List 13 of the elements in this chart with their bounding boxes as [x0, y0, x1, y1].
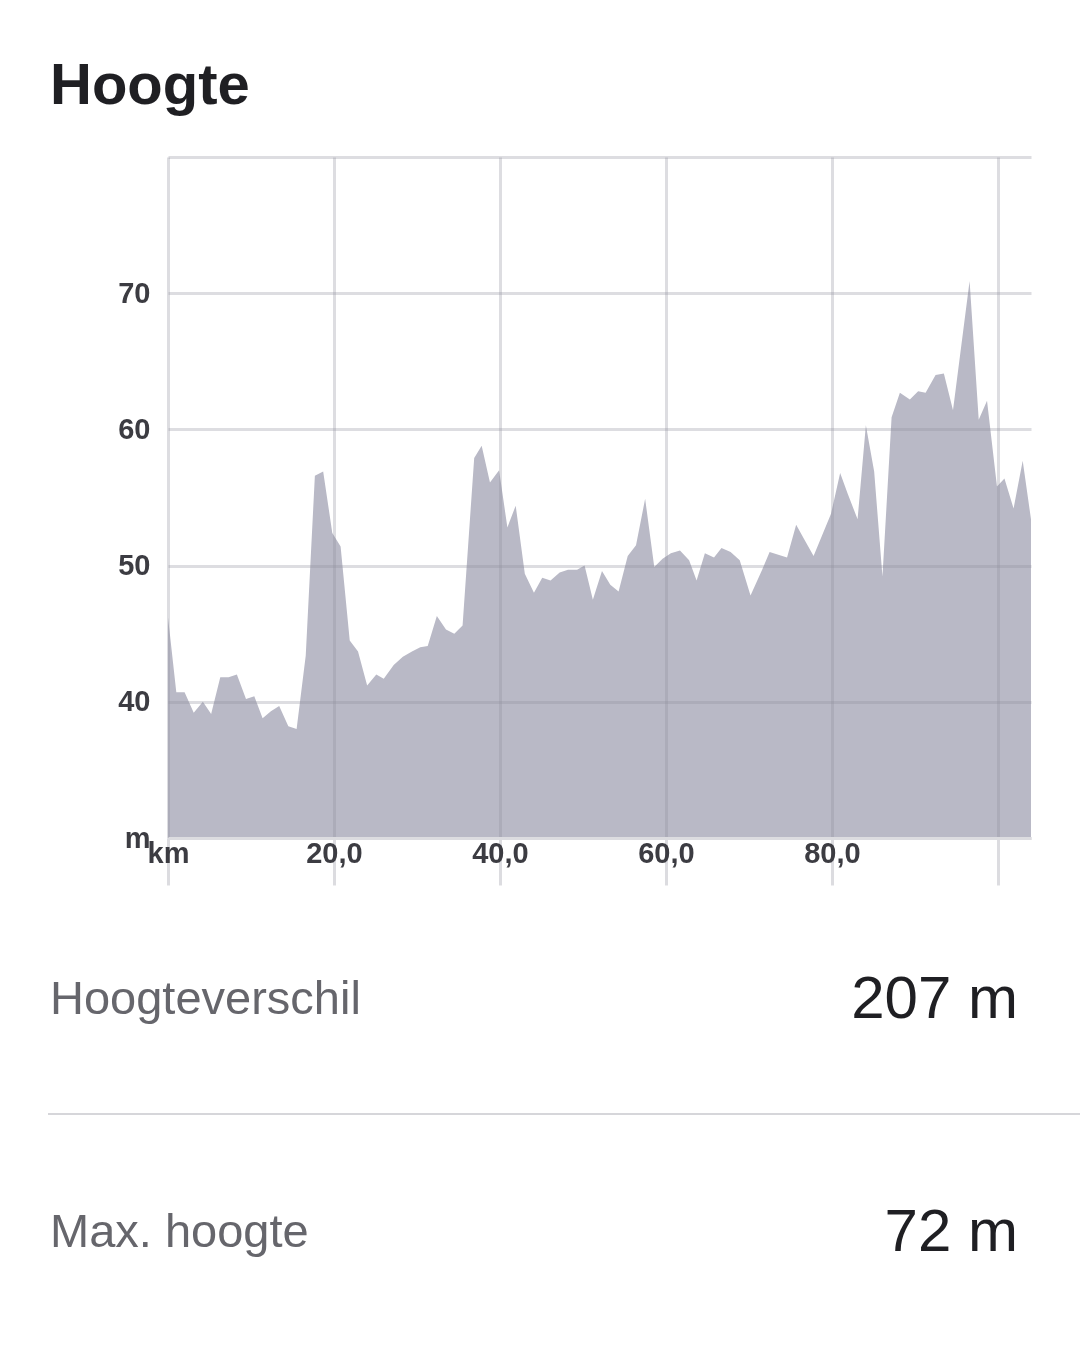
text: 207 m [851, 963, 1018, 1032]
x-tick-label: 40,0 [472, 836, 529, 869]
text: 72 m [884, 1196, 1018, 1265]
chart-title: Hoogte [50, 50, 250, 117]
text: Hoogteverschil [49, 970, 361, 1025]
y-tick-label: 50 [118, 549, 151, 582]
y-tick-label: 60 [118, 412, 151, 445]
y-tick-label: 70 [118, 276, 151, 309]
text: Max. hoogte [49, 1203, 309, 1258]
y-tick-label: 40 [118, 685, 151, 718]
x-tick-label: 80,0 [804, 836, 861, 869]
x-tick-label: 20,0 [306, 836, 363, 869]
x-tick-label: 60,0 [638, 836, 695, 869]
